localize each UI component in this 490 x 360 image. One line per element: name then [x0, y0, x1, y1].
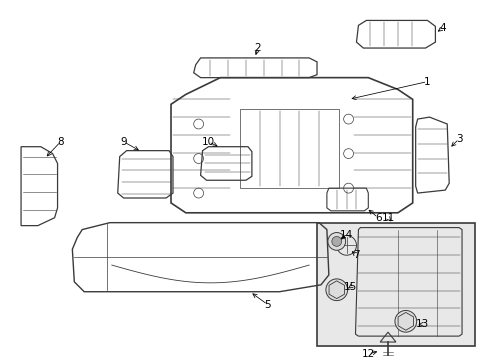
Text: 10: 10: [202, 137, 215, 147]
Text: 4: 4: [439, 23, 445, 33]
Text: 3: 3: [456, 134, 463, 144]
Text: 11: 11: [381, 213, 394, 223]
Circle shape: [326, 279, 347, 301]
Text: 9: 9: [121, 137, 127, 147]
Bar: [240, 109, 339, 188]
Circle shape: [328, 233, 345, 250]
Circle shape: [395, 310, 416, 332]
Text: 14: 14: [340, 230, 353, 239]
Text: 7: 7: [353, 250, 360, 260]
Text: 6: 6: [375, 213, 382, 223]
Text: 8: 8: [57, 137, 64, 147]
Text: 15: 15: [344, 282, 357, 292]
Bar: [317, 223, 475, 346]
Text: 2: 2: [254, 43, 261, 53]
Text: 13: 13: [416, 319, 429, 329]
Text: 12: 12: [362, 349, 375, 359]
Text: 1: 1: [424, 77, 431, 87]
Circle shape: [332, 237, 342, 246]
Text: 5: 5: [265, 300, 271, 310]
